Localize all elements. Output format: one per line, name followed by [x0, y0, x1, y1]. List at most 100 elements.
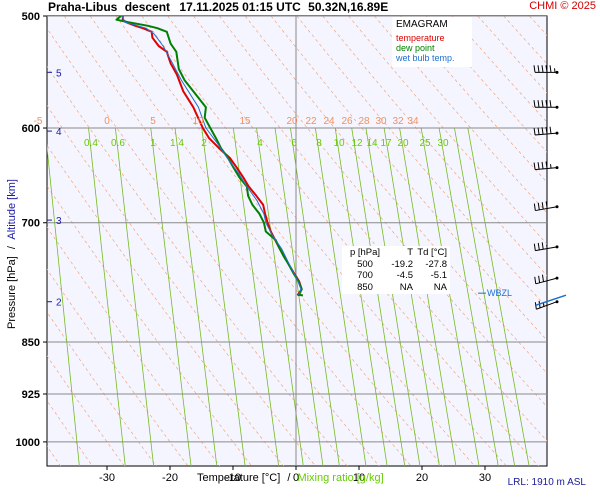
dry-adiabat-line — [0, 16, 1, 472]
wbzl-barb-line — [535, 294, 567, 306]
wind-barb-shaft — [535, 206, 558, 212]
chart-header: Praha-Libus descent 17.11.2025 01:15 UTC… — [48, 0, 388, 14]
x-tick-label: -10 — [225, 472, 241, 484]
dry-adiabat-line — [451, 16, 547, 123]
mixing-ratio-line — [290, 127, 340, 466]
mixing-ratio-label: 2 — [201, 138, 207, 149]
table-header-row: p [hPa] T Td [°C] — [345, 247, 447, 259]
wind-barb-shaft — [536, 301, 558, 310]
theta-label: 26 — [341, 116, 353, 127]
wind-barb-station — [555, 105, 559, 109]
y-axis-title-separator: / — [6, 246, 18, 250]
theta-label: 24 — [323, 116, 335, 127]
table-cell: 500 — [357, 258, 373, 270]
mixing-ratio-label: 1.4 — [170, 138, 184, 149]
table-cell: 700 — [357, 270, 373, 281]
y-tick-label: 1000 — [16, 437, 40, 449]
wind-barb-feather — [537, 65, 540, 73]
profile-line-wet-bulb-temp- — [121, 16, 302, 295]
y-axis-title-altitude: Altitude [km] — [6, 179, 18, 240]
wind-barb-half-feather — [550, 164, 552, 169]
wind-barb-feather — [533, 65, 536, 73]
mixing-ratio-line — [114, 127, 155, 466]
dry-adiabat-line — [47, 144, 284, 466]
theta-label: -5 — [34, 116, 43, 127]
wind-barb-feather — [541, 100, 544, 108]
wind-barb-feather — [549, 65, 552, 73]
wind-barb-feather — [545, 100, 548, 108]
x-axis-title-temperature: Temperature [°C] — [197, 472, 281, 484]
dry-adiabat-line — [244, 16, 547, 374]
mixing-ratio-line — [174, 127, 218, 466]
theta-label: 20 — [286, 116, 298, 127]
mixing-ratio-line — [334, 127, 388, 466]
wbzl-label: WBZL — [487, 288, 512, 298]
station-name: Praha-Libus — [48, 0, 118, 14]
wind-barb-station — [555, 276, 559, 280]
x-tick-label: 0 — [293, 472, 299, 484]
wind-barb-station — [555, 245, 559, 249]
wind-barb-feather — [537, 202, 540, 210]
sounding-datetime: 17.11.2025 01:15 UTC — [179, 0, 301, 14]
wind-barb-station — [555, 300, 559, 304]
table-cell: 850 — [357, 281, 373, 293]
wind-barb-feather — [538, 275, 541, 283]
dry-adiabat-line — [270, 16, 547, 341]
y-tick-label: 600 — [22, 123, 40, 135]
wind-barb-feather — [533, 203, 536, 211]
mixing-ratio-label: 8 — [316, 138, 322, 149]
mixing-ratio-line — [150, 127, 192, 466]
dry-adiabat-line — [322, 16, 547, 277]
dry-adiabat-line — [193, 16, 547, 442]
wind-barb-feather — [541, 161, 544, 169]
x-tick-label: 10 — [353, 472, 365, 484]
dry-adiabat-line — [115, 16, 476, 466]
altitude-label: 2 — [56, 298, 62, 309]
values-table: p [hPa] T Td [°C] 500 -19.2 -27.8 700 -4… — [342, 246, 450, 294]
mixing-ratio-label: 6 — [291, 138, 297, 149]
station-coords: 50.32N,16.89E — [308, 0, 389, 14]
mixing-ratio-line — [47, 143, 80, 466]
wind-barb — [534, 274, 559, 285]
wind-barb-feather — [537, 127, 540, 135]
table-header-cell: Td [°C] — [417, 247, 447, 258]
wind-barb — [533, 100, 559, 109]
wind-barb-feather — [545, 161, 548, 169]
mixing-ratio-label: 10 — [333, 138, 345, 149]
dry-adiabat-line — [141, 16, 507, 466]
theta-label: 34 — [407, 116, 419, 127]
altitude-label: 3 — [56, 216, 62, 227]
theta-label: 15 — [239, 116, 251, 127]
wind-barb-feather — [533, 243, 536, 251]
mixing-ratio-line — [467, 127, 530, 466]
altitude-label: 5 — [56, 68, 62, 79]
x-tick-label: 30 — [479, 472, 491, 484]
wind-barb-feather — [533, 100, 536, 108]
dry-adiabat-line — [47, 105, 316, 466]
x-tick-label: -30 — [99, 472, 115, 484]
wind-barb-half-feather — [546, 244, 548, 249]
y-axis-title-pressure: Pressure [hPa] — [6, 256, 18, 329]
table-cell: NA — [399, 281, 413, 293]
wind-barb-feather — [545, 201, 548, 209]
theta-label: 32 — [392, 116, 404, 127]
mixing-ratio-label: 12 — [351, 138, 363, 149]
wind-barb-feather — [534, 302, 537, 310]
theta-label: 22 — [305, 116, 317, 127]
theta-label: 30 — [375, 116, 387, 127]
mixing-ratio-line — [232, 127, 280, 466]
dry-adiabat-line — [47, 66, 348, 466]
mixing-ratio-line — [438, 127, 499, 466]
mixing-ratio-label: 0.4 — [84, 138, 98, 149]
mixing-ratio-line — [420, 127, 480, 466]
mixing-ratio-label: 30 — [437, 138, 449, 149]
legend-item-temperature: temperature — [396, 33, 445, 43]
mixing-ratio-line — [88, 127, 126, 466]
table-header-cell: T — [407, 247, 413, 258]
mixing-ratio-line — [399, 127, 457, 466]
y-tick-label: 700 — [22, 218, 40, 230]
wind-barb — [533, 126, 559, 136]
wind-barb-station — [555, 70, 559, 74]
dry-adiabat-line — [296, 16, 547, 309]
mixing-ratio-label: 20 — [397, 138, 409, 149]
